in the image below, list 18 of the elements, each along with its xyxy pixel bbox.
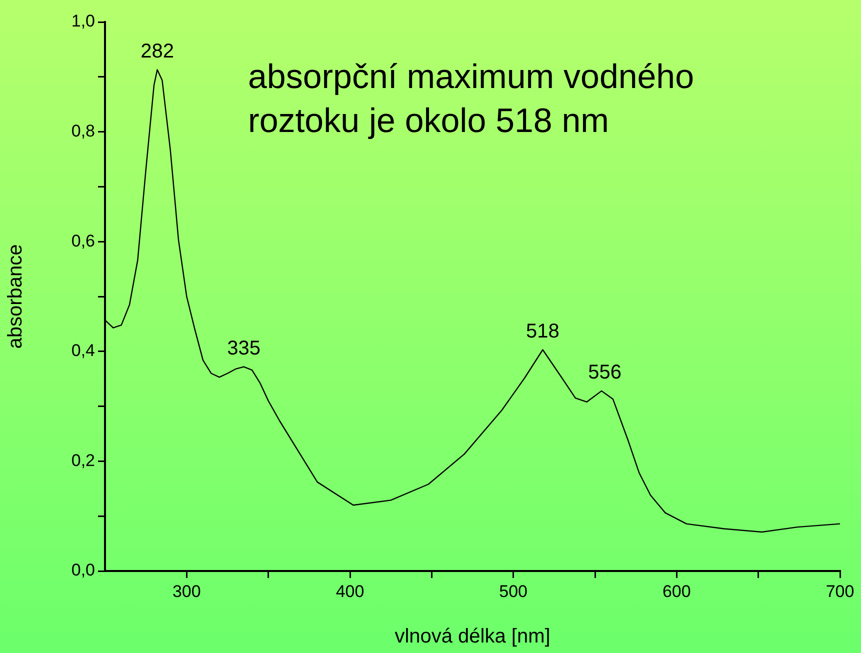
y-tick-label: 0,0 [71,560,95,580]
y-axis-title: absorbance [4,244,27,349]
y-tick-label: 1,0 [71,12,95,31]
x-tick-label: 400 [336,582,364,601]
x-tick-label: 700 [826,582,854,601]
x-tick-label: 600 [662,582,691,601]
x-tick-label: 500 [499,582,528,601]
y-tick-label: 0,8 [71,121,95,140]
x-axis-title: vlnová délka [nm] [394,626,550,648]
y-tick-label: 0,4 [71,341,95,360]
x-tick-label: 300 [172,582,201,601]
annotation: 518 [526,320,560,342]
annotation: 556 [588,361,622,384]
y-tick-label: 0,6 [71,231,95,250]
annotation: 335 [227,337,261,360]
y-tick-label: 0,2 [71,450,95,470]
annotation: absorpční maximum vodného roztoku je okolo 518 nm [248,58,694,140]
annotation: 282 [140,40,174,62]
